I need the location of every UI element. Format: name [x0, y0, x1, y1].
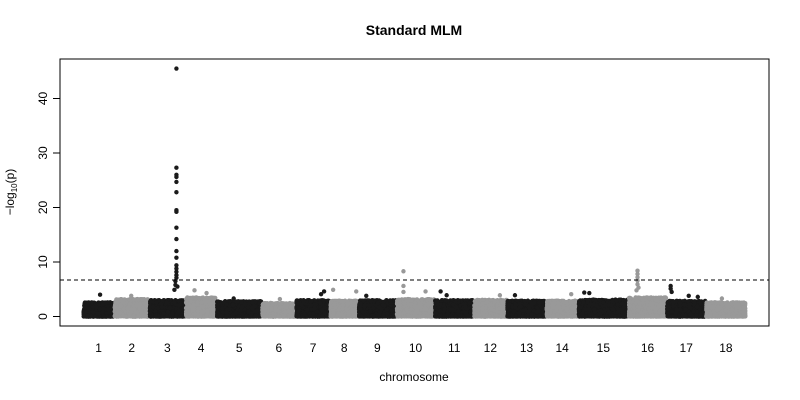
snp-point [174, 225, 179, 230]
snp-point [154, 300, 159, 305]
snp-point [215, 302, 221, 307]
snp-point [190, 308, 196, 313]
snp-point [210, 313, 216, 319]
snp-point [131, 297, 137, 302]
snp-point [123, 314, 128, 319]
snp-point [209, 307, 214, 312]
snp-point [117, 310, 123, 316]
snp-point [174, 190, 179, 195]
snp-point [164, 300, 169, 305]
snp-point [101, 313, 106, 319]
snp-point [254, 308, 260, 313]
snp-point [172, 287, 177, 292]
snp-point [131, 314, 136, 319]
snp-point [249, 300, 255, 305]
snp-point [170, 312, 175, 318]
snp-point [196, 306, 201, 311]
snp-point [171, 300, 177, 305]
snp-point [82, 305, 88, 310]
snp-point [184, 305, 190, 310]
snp-point [196, 295, 202, 301]
snp-point [238, 308, 243, 313]
chromosome-3-points [147, 66, 188, 319]
snp-point [179, 314, 184, 319]
chromosome-6-points [260, 296, 298, 319]
snp-point [174, 255, 179, 260]
chromosome-1-points [81, 292, 116, 319]
snp-point [174, 165, 179, 170]
snp-point [252, 304, 257, 309]
snp-point [148, 299, 153, 304]
snp-point [221, 300, 227, 305]
snp-point [167, 305, 173, 311]
snp-point [201, 304, 206, 309]
snp-point [174, 66, 179, 71]
snp-point [81, 314, 86, 319]
snp-point [174, 174, 179, 180]
snp-point [207, 301, 212, 306]
snp-point [185, 309, 191, 315]
snp-point [97, 292, 103, 297]
snp-point [239, 299, 244, 305]
snp-point [174, 209, 179, 215]
snp-point [217, 313, 222, 318]
snp-point [174, 236, 179, 242]
snp-point [191, 302, 197, 308]
snp-point [237, 314, 242, 319]
snp-point [184, 301, 189, 306]
snp-point [147, 314, 153, 319]
snp-point [200, 310, 206, 315]
snp-point [247, 313, 253, 318]
snp-point [150, 304, 156, 310]
snp-point [174, 179, 179, 185]
snp-point [205, 310, 210, 315]
snp-point [230, 312, 236, 317]
snp-point [230, 302, 236, 308]
snp-point [175, 284, 180, 289]
points-layer [81, 66, 748, 319]
snp-point [161, 311, 166, 316]
snp-point [139, 296, 145, 302]
snp-point [122, 300, 127, 306]
snp-point [243, 314, 249, 319]
snp-point [100, 306, 106, 312]
snp-point [165, 309, 171, 315]
snp-point [174, 248, 179, 254]
snp-point [188, 297, 194, 302]
snp-point [89, 313, 94, 319]
snp-point [231, 296, 236, 301]
snp-point [138, 309, 144, 314]
snp-point [115, 297, 121, 302]
snp-point [159, 304, 165, 310]
snp-point [234, 299, 240, 304]
chromosome-4-points [183, 288, 219, 319]
snp-point [85, 313, 90, 319]
snp-point [86, 300, 91, 305]
snp-point [155, 305, 160, 311]
snp-point [224, 310, 230, 315]
snp-point [253, 313, 259, 318]
snp-point [136, 304, 142, 309]
snp-point [204, 290, 209, 296]
snp-point [129, 307, 134, 312]
snp-point [94, 305, 99, 310]
snp-point [102, 301, 108, 306]
snp-point [127, 312, 132, 318]
chromosome-5-points [215, 296, 264, 319]
chart-title: Standard MLM [366, 22, 462, 38]
chromosome-2-points [112, 293, 151, 319]
snp-point [175, 311, 180, 316]
snp-point [154, 314, 159, 319]
snp-point [192, 288, 197, 293]
snp-point [195, 299, 200, 305]
snp-point [106, 307, 111, 312]
snp-point [86, 306, 92, 311]
snp-point [129, 293, 134, 298]
